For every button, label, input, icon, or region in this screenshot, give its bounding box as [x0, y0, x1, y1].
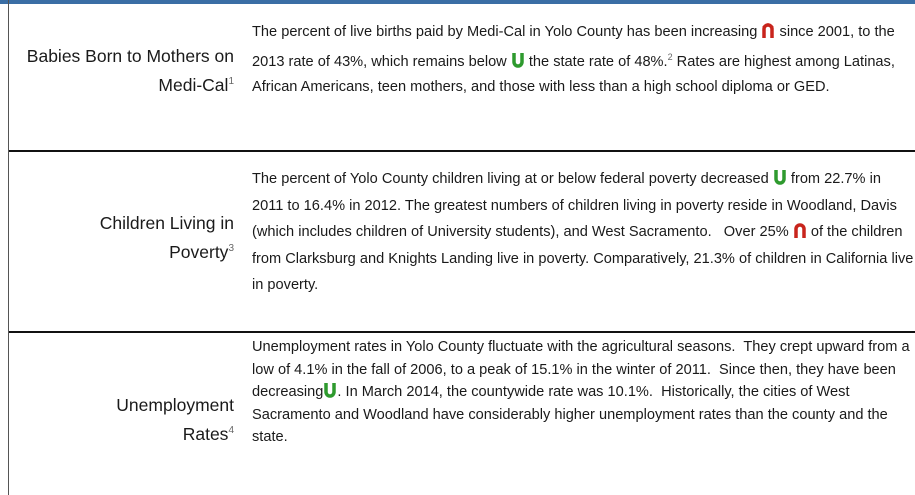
- label-text: Unemployment Rates: [116, 394, 234, 444]
- row-text: Unemployment rates in Yolo County fluctu…: [246, 336, 914, 449]
- footnote: 4: [228, 424, 234, 436]
- label-text: Children Living in Poverty: [99, 213, 234, 262]
- text: . In March 2014, the countywide rate was…: [252, 384, 892, 445]
- up-arrow-icon: [762, 23, 775, 38]
- text: since 2001, to the 2013 rate of 43%, whi…: [252, 24, 895, 70]
- left-border: [8, 0, 9, 495]
- row-divider: [9, 331, 915, 333]
- top-rule: [0, 0, 915, 4]
- text: Unemployment rates in Yolo County fluctu…: [252, 339, 914, 400]
- down-arrow-icon: [774, 170, 786, 185]
- text: from 22.7% in 2011 to 16.4% in 2012. The…: [252, 171, 901, 240]
- text: The percent of live births paid by Medi-…: [252, 24, 758, 40]
- row-text: The percent of live births paid by Medi-…: [246, 20, 914, 100]
- up-arrow-icon: [794, 223, 806, 238]
- row-label: Babies Born to Mothers on Medi-Cal1: [9, 4, 234, 150]
- text: of the children from Clarksburg and Knig…: [252, 224, 914, 293]
- table-row: Unemployment Rates4: [9, 333, 915, 495]
- table-row: Children Living in Poverty3: [9, 152, 915, 331]
- footnote: 1: [228, 75, 234, 87]
- row-label: Children Living in Poverty3: [9, 152, 234, 331]
- row-text: The percent of Yolo County children livi…: [246, 166, 914, 299]
- down-arrow-icon: [512, 52, 524, 68]
- text: The percent of Yolo County children livi…: [252, 171, 769, 187]
- down-arrow-icon: [324, 383, 337, 398]
- footnote: 2: [667, 52, 673, 62]
- text: Rates are highest among Latinas, African…: [252, 53, 895, 95]
- label-text: Babies Born to Mothers on Medi-Cal: [26, 45, 234, 95]
- row-label: Unemployment Rates4: [9, 333, 234, 495]
- footnote: 3: [228, 243, 234, 255]
- table-row: Babies Born to Mothers on Medi-Cal1: [9, 4, 915, 150]
- row-divider: [9, 150, 915, 152]
- text: the state rate of 48%.: [528, 53, 668, 70]
